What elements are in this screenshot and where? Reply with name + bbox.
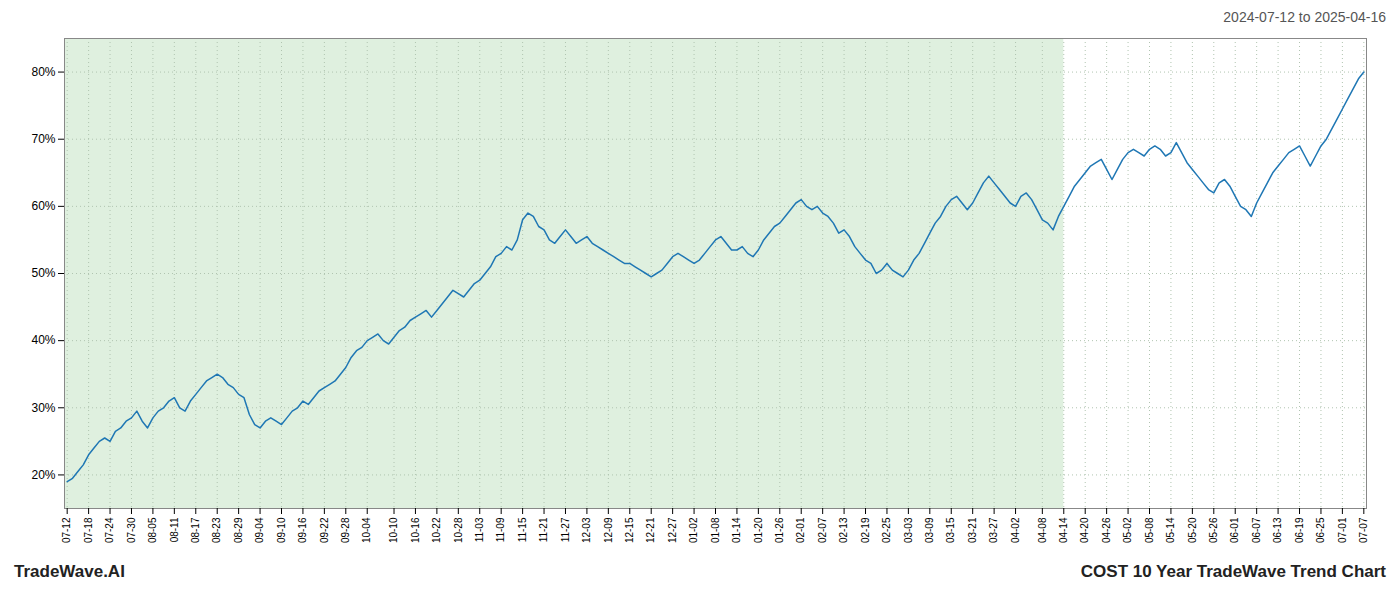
svg-text:10-22: 10-22 [431,517,442,543]
svg-text:05-26: 05-26 [1208,517,1219,543]
svg-text:80%: 80% [31,65,55,79]
svg-text:02-19: 02-19 [860,517,871,543]
svg-text:03-03: 03-03 [903,517,914,543]
svg-text:06-25: 06-25 [1315,517,1326,543]
svg-text:01-14: 01-14 [731,517,742,543]
svg-text:09-16: 09-16 [297,517,308,543]
svg-text:40%: 40% [31,333,55,347]
svg-text:10-28: 10-28 [453,517,464,543]
svg-text:05-14: 05-14 [1165,517,1176,543]
svg-text:08-11: 08-11 [169,517,180,542]
svg-text:02-01: 02-01 [795,517,806,543]
svg-text:02-07: 02-07 [817,517,828,543]
svg-text:50%: 50% [31,266,55,280]
svg-text:20%: 20% [31,468,55,482]
svg-text:08-29: 08-29 [233,517,244,543]
svg-text:10-04: 10-04 [361,517,372,543]
svg-text:12-03: 12-03 [581,517,592,543]
svg-text:12-21: 12-21 [645,517,656,543]
svg-text:09-10: 09-10 [276,517,287,543]
svg-text:12-09: 12-09 [603,517,614,543]
svg-text:12-15: 12-15 [624,517,635,543]
svg-text:03-15: 03-15 [945,517,956,543]
svg-text:11-09: 11-09 [495,517,506,542]
svg-text:09-22: 09-22 [319,517,330,543]
svg-text:11-27: 11-27 [560,517,571,542]
svg-text:02-25: 02-25 [881,517,892,543]
html-text:2024-07-12 to 2025-04-16: 2024-07-12 to 2025-04-16 [1223,9,1386,25]
html-text:TradeWave.AI: TradeWave.AI [14,562,125,581]
svg-text:07-01: 07-01 [1337,517,1348,543]
svg-text:06-13: 06-13 [1272,517,1283,543]
svg-text:07-30: 07-30 [126,517,137,543]
svg-text:07-24: 07-24 [104,517,115,543]
svg-text:01-20: 01-20 [753,517,764,543]
svg-text:08-17: 08-17 [190,517,201,543]
svg-text:04-20: 04-20 [1079,517,1090,543]
svg-text:30%: 30% [31,401,55,415]
svg-text:07-07: 07-07 [1358,517,1369,543]
svg-text:04-26: 04-26 [1101,517,1112,543]
svg-text:10-16: 10-16 [410,517,421,543]
svg-text:04-08: 04-08 [1037,517,1048,543]
svg-text:02-13: 02-13 [838,517,849,543]
svg-text:10-10: 10-10 [388,517,399,543]
svg-text:08-05: 08-05 [147,517,158,543]
svg-text:05-20: 05-20 [1187,517,1198,543]
svg-text:06-01: 06-01 [1229,517,1240,543]
svg-text:01-26: 01-26 [774,517,785,543]
svg-text:11-03: 11-03 [474,517,485,542]
svg-text:09-28: 09-28 [340,517,351,543]
svg-text:01-08: 01-08 [710,517,721,543]
svg-text:03-27: 03-27 [988,517,999,543]
svg-text:04-14: 04-14 [1058,517,1069,543]
svg-text:06-19: 06-19 [1294,517,1305,543]
svg-text:11-15: 11-15 [517,517,528,542]
svg-text:70%: 70% [31,132,55,146]
html-text:COST 10 Year TradeWave Trend C: COST 10 Year TradeWave Trend Chart [1080,562,1386,581]
svg-text:03-09: 03-09 [924,517,935,543]
svg-text:07-18: 07-18 [83,517,94,543]
svg-text:11-21: 11-21 [538,517,549,542]
svg-text:05-08: 05-08 [1144,517,1155,543]
svg-text:60%: 60% [31,199,55,213]
svg-text:12-27: 12-27 [667,517,678,543]
svg-text:06-07: 06-07 [1251,517,1262,543]
svg-text:07-12: 07-12 [61,517,72,543]
svg-text:04-02: 04-02 [1010,517,1021,543]
svg-text:03-21: 03-21 [967,517,978,543]
svg-text:08-23: 08-23 [211,517,222,543]
svg-text:05-02: 05-02 [1122,517,1133,543]
svg-text:01-02: 01-02 [688,517,699,543]
svg-text:09-04: 09-04 [254,517,265,543]
